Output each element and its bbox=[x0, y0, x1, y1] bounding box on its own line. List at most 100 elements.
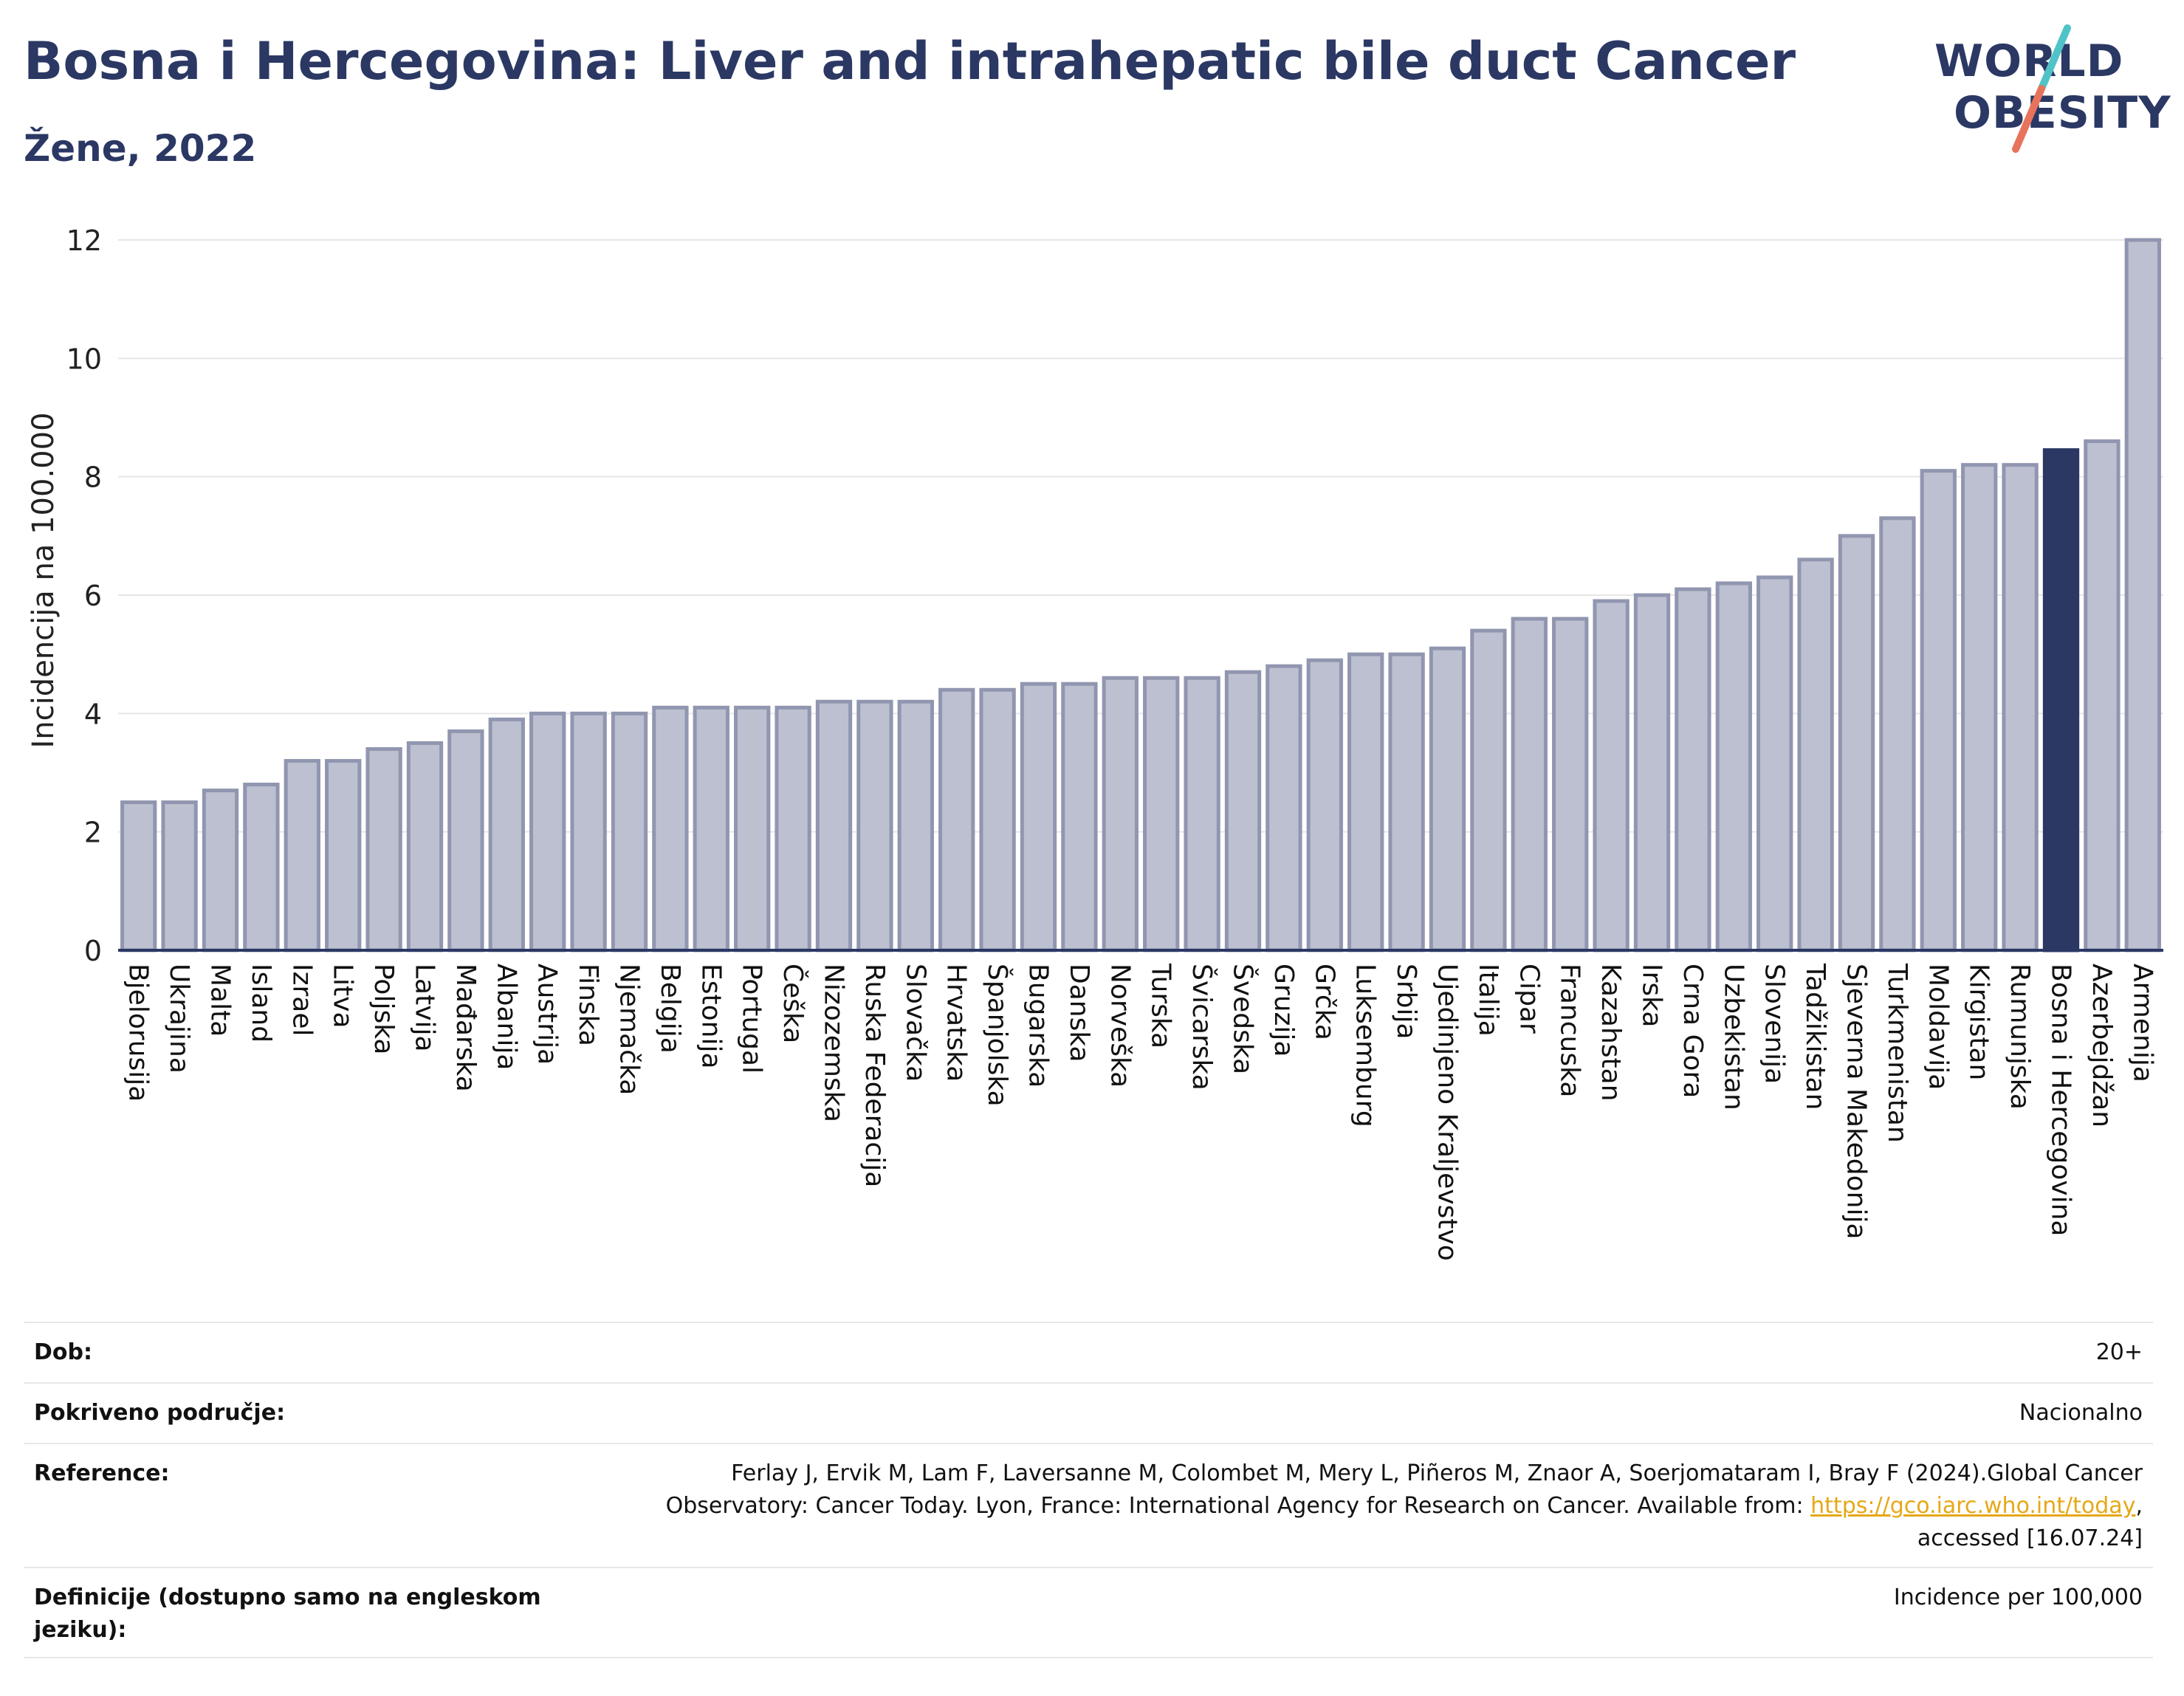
bar-izrael bbox=[284, 758, 320, 952]
logo-line-1: WORLD bbox=[1934, 35, 2124, 87]
bar-uzbekistan bbox=[1715, 581, 1752, 952]
reference-line-2-text: Observatory: Cancer Today. Lyon, France:… bbox=[665, 1493, 1811, 1519]
x-tick-label: Švedska bbox=[1228, 964, 1259, 1074]
info-row-reference: Reference: Ferlay J, Ervik M, Lam F, Lav… bbox=[24, 1443, 2153, 1568]
x-tick-label: Norveška bbox=[1105, 964, 1135, 1088]
x-tick-label: Rumunjska bbox=[2005, 964, 2035, 1110]
x-tick-label: Francuska bbox=[1555, 964, 1585, 1097]
x-tick-label: Italija bbox=[1473, 964, 1503, 1037]
x-tick-label: Belgija bbox=[655, 964, 685, 1054]
definitions-value: Incidence per 100,000 bbox=[1893, 1585, 2143, 1610]
x-tick-label: Estonija bbox=[696, 964, 726, 1069]
x-tick-label: Mađarska bbox=[450, 964, 481, 1092]
reference-label: Reference: bbox=[34, 1460, 170, 1486]
x-tick-label: Njemačka bbox=[614, 964, 645, 1095]
bar-austrija bbox=[529, 711, 566, 952]
reference-line-3: accessed [16.07.24] bbox=[1917, 1525, 2143, 1551]
x-tick-label: Bjelorusija bbox=[123, 964, 154, 1102]
bar-irska bbox=[1633, 593, 1671, 952]
x-tick-label: Moldavija bbox=[1923, 964, 1953, 1090]
y-tick-label: 10 bbox=[66, 343, 102, 375]
bar-slovačka bbox=[897, 699, 934, 952]
x-tick-label: Bugarska bbox=[1023, 964, 1054, 1088]
x-tick-label: Kirgistan bbox=[1964, 964, 1994, 1080]
y-tick-label: 8 bbox=[84, 461, 102, 494]
x-tick-label: Grčka bbox=[1309, 964, 1339, 1040]
x-tick-label: Turkmenistan bbox=[1882, 963, 1912, 1143]
reference-value: Ferlay J, Ervik M, Lam F, Laversanne M, … bbox=[629, 1458, 2143, 1555]
bar-bjelorusija bbox=[120, 800, 157, 952]
bar-latvija bbox=[406, 741, 444, 952]
bar-turkmenistan bbox=[1879, 516, 1916, 952]
x-tick-label: Bosna i Hercegovina bbox=[2046, 964, 2076, 1236]
age-label: Dob: bbox=[34, 1339, 92, 1365]
bar-mađarska bbox=[447, 729, 484, 952]
x-tick-label: Portugal bbox=[737, 964, 767, 1074]
x-tick-label: Malta bbox=[205, 964, 236, 1037]
reference-line-1: Ferlay J, Ervik M, Lam F, Laversanne M, … bbox=[731, 1460, 2143, 1486]
coverage-value: Nacionalno bbox=[2019, 1400, 2143, 1426]
bar-grčka bbox=[1306, 658, 1343, 952]
x-tick-label: Crna Gora bbox=[1678, 964, 1708, 1098]
y-tick-label: 12 bbox=[66, 224, 102, 257]
coverage-label: Pokriveno područje: bbox=[34, 1400, 286, 1426]
bar-kazahstan bbox=[1593, 599, 1630, 952]
x-tick-label: Luksemburg bbox=[1350, 964, 1381, 1127]
info-row-definitions: Definicije (dostupno samo na engleskom j… bbox=[24, 1567, 2153, 1658]
y-tick-label: 4 bbox=[84, 698, 102, 730]
bar-litva bbox=[325, 758, 362, 952]
bar-crna-gora bbox=[1675, 587, 1711, 952]
y-axis-label: Incidencija na 100.000 bbox=[27, 412, 61, 748]
x-tick-label: Island bbox=[246, 964, 276, 1043]
bar-ujedinjeno-kraljevstvo bbox=[1429, 646, 1466, 952]
bar-malta bbox=[202, 789, 239, 952]
bar-turska bbox=[1143, 676, 1180, 952]
definitions-label: Definicije (dostupno samo na engleskom j… bbox=[34, 1585, 541, 1643]
bar-slovenija bbox=[1757, 575, 1793, 952]
bar-poljska bbox=[365, 746, 402, 952]
x-tick-label: Gruzija bbox=[1268, 964, 1299, 1057]
x-tick-label: Ujedinjeno Kraljevstvo bbox=[1432, 964, 1463, 1261]
bar-chart: 0 2 4 6 8 10 12 Bjelorusija Ukrajina Malta Island… bbox=[27, 224, 2163, 1261]
bar-francuska bbox=[1552, 617, 1589, 952]
info-row-age: Dob: 20+ bbox=[24, 1322, 2153, 1384]
bar-bosna-i-hercegovina bbox=[2042, 448, 2080, 952]
bar-cipar bbox=[1511, 617, 1548, 952]
page-title: Bosna i Hercegovina: Liver and intrahepa… bbox=[24, 31, 1796, 92]
bar-španjolska bbox=[979, 687, 1016, 952]
reference-link[interactable]: https://gco.iarc.who.int/today bbox=[1810, 1493, 2136, 1519]
bar-finska bbox=[570, 711, 607, 952]
bar-italija bbox=[1470, 628, 1507, 952]
bar-albanija bbox=[488, 717, 525, 952]
x-tick-label: Finska bbox=[573, 964, 603, 1046]
bar-armenija bbox=[2124, 238, 2161, 952]
logo-line-2: OBESITY bbox=[1954, 87, 2171, 139]
y-axis-ticks: 0 2 4 6 8 10 12 bbox=[66, 224, 102, 967]
x-tick-label: Kazahstan bbox=[1596, 964, 1626, 1102]
bar-švedska bbox=[1224, 670, 1262, 952]
x-tick-label: Armenija bbox=[2127, 964, 2157, 1082]
x-tick-label: Austrija bbox=[532, 964, 563, 1065]
x-axis-labels: Bjelorusija Ukrajina Malta Island Izrael Litv… bbox=[123, 963, 2158, 1261]
bar-azerbejdžan bbox=[2084, 439, 2121, 952]
x-tick-label: Srbija bbox=[1391, 964, 1421, 1040]
age-value: 20+ bbox=[2095, 1339, 2143, 1365]
x-tick-label: Azerbejdžan bbox=[2087, 964, 2117, 1127]
bar-portugal bbox=[734, 705, 771, 952]
bar-hrvatska bbox=[938, 687, 975, 952]
x-tick-label: Ruska Federacija bbox=[859, 964, 890, 1187]
bar-estonija bbox=[693, 705, 729, 952]
x-tick-label: Uzbekistan bbox=[1718, 964, 1748, 1110]
x-tick-label: Španjolska bbox=[982, 964, 1013, 1107]
x-tick-label: Poljska bbox=[368, 964, 399, 1055]
bar-bugarska bbox=[1020, 682, 1057, 952]
x-tick-label: Tadžikistan bbox=[1800, 963, 1830, 1110]
x-tick-label: Slovenija bbox=[1759, 964, 1790, 1084]
x-tick-label: Hrvatska bbox=[941, 964, 972, 1082]
bar-island bbox=[243, 783, 280, 952]
x-tick-label: Nizozemska bbox=[819, 964, 849, 1122]
x-tick-label: Turska bbox=[1146, 963, 1176, 1048]
info-row-coverage: Pokriveno područje: Nacionalno bbox=[24, 1382, 2153, 1444]
y-tick-label: 2 bbox=[84, 817, 102, 849]
logo-slash-icon bbox=[2012, 24, 2071, 153]
